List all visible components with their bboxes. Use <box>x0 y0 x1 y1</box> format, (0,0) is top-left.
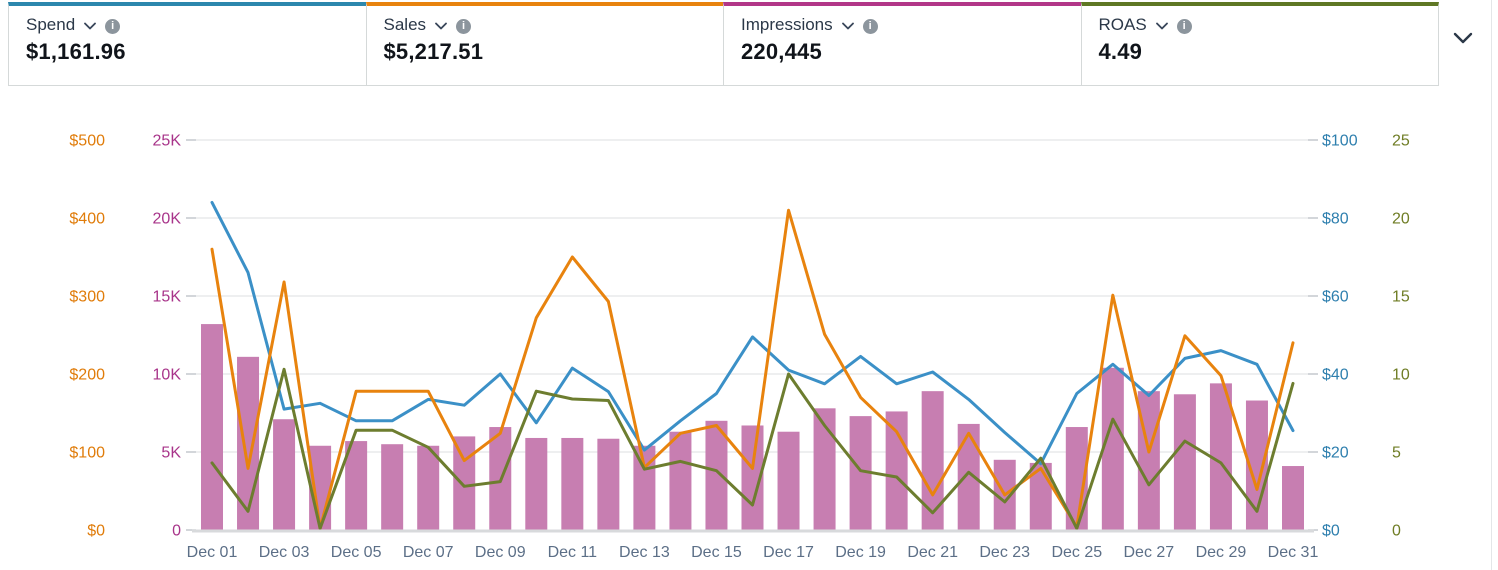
axis-tick-label-right_dollar: $100 <box>1322 133 1358 150</box>
axis-tick-label-right_ratio: 0 <box>1392 523 1401 540</box>
bar-impressions <box>417 445 440 530</box>
bar-impressions <box>237 356 260 530</box>
metric-label[interactable]: Sales <box>383 15 427 34</box>
axis-tick-label-left_count: 0 <box>172 523 181 540</box>
x-axis-label: Dec 31 <box>1268 544 1319 561</box>
x-axis-label: Dec 07 <box>403 544 454 561</box>
metric-card-spend: Spend $1,161.96 <box>8 2 367 86</box>
bar-impressions <box>813 408 836 530</box>
axis-tick-label-left_count: 10K <box>153 367 182 384</box>
combo-chart: $0 $100 $200 $300 $400 $500 0 5K 10K 15K 20K 25K $0 $… <box>0 86 1498 570</box>
metric-label[interactable]: Impressions <box>741 15 833 34</box>
bar-impressions <box>849 416 872 530</box>
bar-impressions <box>921 391 944 530</box>
axis-tick-label-left_dollar: $300 <box>69 289 105 306</box>
chevron-down-icon[interactable] <box>84 22 97 30</box>
axis-tick-label-left_count: 20K <box>153 211 182 228</box>
bar-impressions <box>525 437 548 530</box>
bar-impressions <box>669 431 692 530</box>
axis-tick-label-right_ratio: 5 <box>1392 445 1401 462</box>
metric-value: 4.49 <box>1098 39 1143 65</box>
metric-value: $5,217.51 <box>383 39 484 65</box>
bar-impressions <box>885 411 908 530</box>
axis-tick-label-left_count: 25K <box>153 133 182 150</box>
bar-impressions <box>1101 367 1124 530</box>
metric-label[interactable]: Spend <box>26 15 76 34</box>
bar-impressions <box>1282 466 1304 530</box>
x-axis-label: Dec 09 <box>475 544 526 561</box>
axis-tick-label-left_dollar: $500 <box>69 133 105 150</box>
axis-tick-label-right_dollar: $40 <box>1322 367 1349 384</box>
metric-cards-row: Spend $1,161.96 Sales $5,217.51 Impressi… <box>8 2 1439 86</box>
info-icon[interactable] <box>1176 18 1192 34</box>
x-axis-label: Dec 13 <box>619 544 670 561</box>
axis-tick-label-left_dollar: $0 <box>87 523 105 540</box>
bar-impressions <box>453 436 476 530</box>
axis-tick-label-left_count: 15K <box>153 289 182 306</box>
x-axis-label: Dec 21 <box>907 544 958 561</box>
line-spend <box>210 200 1295 466</box>
metric-card-roas: ROAS 4.49 <box>1080 2 1439 86</box>
x-axis-label: Dec 11 <box>548 544 598 561</box>
axis-tick-label-left_dollar: $200 <box>69 367 105 384</box>
axis-tick-label-right_dollar: $0 <box>1322 523 1340 540</box>
line-roas <box>210 367 1295 530</box>
bar-impressions <box>1173 394 1196 530</box>
x-axis-label: Dec 29 <box>1196 544 1247 561</box>
bar-impressions <box>381 444 404 530</box>
x-axis-label: Dec 05 <box>331 544 382 561</box>
metric-dropdown-roas[interactable]: ROAS <box>1099 15 1422 35</box>
axis-tick-label-left_dollar: $100 <box>69 445 105 462</box>
bar-impressions <box>957 423 980 530</box>
x-axis-label: Dec 15 <box>691 544 742 561</box>
x-axis-label: Dec 03 <box>259 544 310 561</box>
bar-impressions <box>597 438 620 530</box>
bar-impressions <box>273 419 296 530</box>
metric-card-sales: Sales $5,217.51 <box>365 2 724 86</box>
bar-impressions <box>777 431 800 530</box>
chevron-down-icon[interactable] <box>841 22 854 30</box>
metric-value: $1,161.96 <box>26 39 126 65</box>
metric-dropdown-sales[interactable]: Sales <box>384 15 707 35</box>
bar-impressions <box>1065 427 1088 530</box>
axis-tick-label-right_ratio: 10 <box>1392 367 1410 384</box>
chevron-down-icon[interactable] <box>435 22 447 30</box>
line-sales <box>210 208 1295 530</box>
x-axis-label: Dec 19 <box>835 544 886 561</box>
info-icon[interactable] <box>105 18 121 34</box>
metric-dropdown-impressions[interactable]: Impressions <box>741 15 1064 35</box>
bar-impressions <box>1209 383 1232 530</box>
chevron-down-icon <box>1453 32 1473 44</box>
bar-impressions <box>705 420 728 530</box>
axis-tick-label-right_ratio: 25 <box>1392 133 1410 150</box>
x-axis-label: Dec 25 <box>1051 544 1102 561</box>
bar-impressions <box>345 441 368 530</box>
info-icon[interactable] <box>456 18 472 34</box>
axis-tick-label-left_dollar: $400 <box>69 211 105 228</box>
metric-card-impressions: Impressions 220,445 <box>723 2 1082 86</box>
panel-right-border <box>1491 0 1492 570</box>
bar-impressions <box>561 437 584 530</box>
x-axis-label: Dec 27 <box>1124 544 1175 561</box>
metric-label[interactable]: ROAS <box>1098 15 1147 34</box>
bar-impressions <box>201 324 223 530</box>
x-axis-label: Dec 17 <box>763 544 814 561</box>
bar-impressions <box>1245 400 1268 530</box>
axis-tick-label-left_count: 5K <box>161 445 181 462</box>
axis-tick-label-right_ratio: 15 <box>1392 289 1410 306</box>
info-icon[interactable] <box>862 18 878 34</box>
metric-value: 220,445 <box>741 39 822 65</box>
combo-chart-svg: $0$100$200$300$400$50005K10K15K20K25K$0$… <box>69 133 1410 562</box>
chevron-down-icon[interactable] <box>1155 22 1168 30</box>
x-axis-label: Dec 23 <box>979 544 1030 561</box>
metric-dropdown-spend[interactable]: Spend <box>26 15 349 35</box>
axis-tick-label-right_dollar: $60 <box>1322 289 1349 306</box>
axis-tick-label-right_ratio: 20 <box>1392 211 1410 228</box>
bar-impressions <box>741 425 764 530</box>
x-axis-label: Dec 01 <box>187 544 238 561</box>
axis-tick-label-right_dollar: $80 <box>1322 211 1349 228</box>
collapse-chart-button[interactable] <box>1450 28 1476 48</box>
axis-tick-label-right_dollar: $20 <box>1322 445 1349 462</box>
